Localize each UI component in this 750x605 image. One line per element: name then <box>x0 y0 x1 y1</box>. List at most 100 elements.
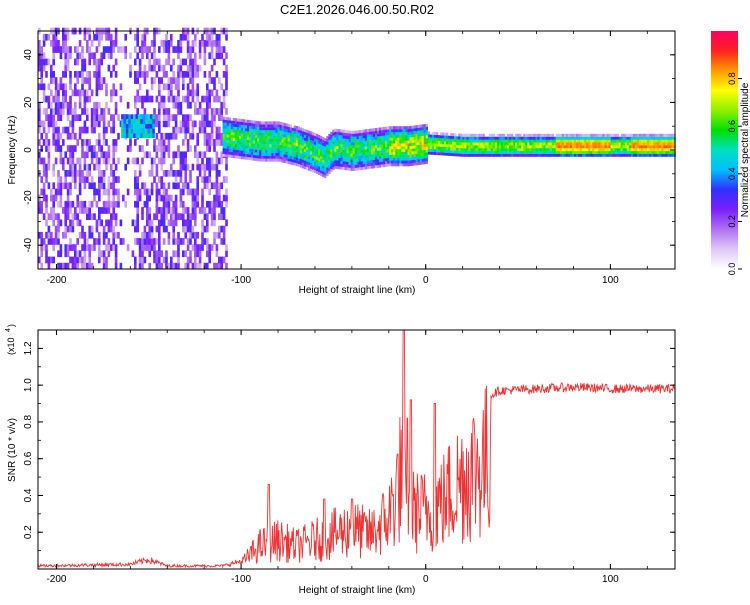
spectrogram-cell <box>57 200 60 208</box>
spectrogram-ridge-cell <box>279 130 282 134</box>
spectrogram-cell <box>147 114 151 120</box>
spectrogram-cell <box>134 58 137 66</box>
spectrogram-ridge-cell <box>561 139 565 143</box>
spectrogram-ridge-cell <box>228 131 231 135</box>
spectrogram-ridge-cell <box>383 158 386 162</box>
spectrogram-cell <box>57 108 60 115</box>
spectrogram-ridge-cell <box>261 132 264 136</box>
colorbar-gradient <box>711 31 738 269</box>
spectrogram-cell <box>222 71 226 78</box>
spectrogram-ridge-cell <box>265 144 268 148</box>
spectrogram-ridge-cell <box>379 147 382 151</box>
spectrogram-ridge-cell <box>336 131 339 135</box>
spectrogram-cell <box>206 139 209 146</box>
spectrogram-cell <box>93 108 96 115</box>
spectrogram-cell <box>143 33 147 41</box>
spectrogram-ridge-cell <box>263 121 266 125</box>
spectrogram-ridge-cell <box>559 139 563 143</box>
spectrogram-ridge-cell <box>419 130 422 134</box>
spectrogram-ridge-cell <box>267 147 270 151</box>
spectrogram-cell <box>158 157 161 165</box>
spectrogram-ridge-cell <box>515 145 518 149</box>
spectrogram-ridge-cell <box>383 126 386 130</box>
spectrogram-cell <box>155 145 159 152</box>
spectrogram-cell <box>172 132 175 140</box>
spectrogram-ridge-cell <box>385 135 388 139</box>
spectrogram-ridge-cell <box>297 132 301 136</box>
spectrogram-ridge-cell <box>494 151 498 154</box>
spectrogram-ridge-cell <box>316 142 319 146</box>
spectrogram-ridge-cell <box>429 151 433 155</box>
spectrogram-ridge-cell <box>429 146 433 149</box>
spectrogram-cell <box>59 176 63 183</box>
spectrogram-ridge-cell <box>364 129 368 133</box>
spectrogram-ridge-cell <box>486 148 489 152</box>
spectrogram-cell <box>170 170 173 177</box>
spectrogram-cell <box>74 83 77 91</box>
spectrogram-cell <box>182 157 185 165</box>
spectrogram-cell <box>184 95 187 103</box>
spectrogram-cell <box>98 176 101 183</box>
spectrogram-ridge-cell <box>395 140 398 144</box>
spectrogram-cell <box>95 83 99 91</box>
spectrogram-ridge-cell <box>279 133 282 137</box>
spectrogram-ridge-cell <box>632 139 636 143</box>
spectrogram-cell <box>174 213 178 220</box>
spectrogram-cell <box>210 132 214 140</box>
spectrogram-ridge-cell <box>301 142 305 146</box>
spectrogram-cell <box>69 163 72 171</box>
spectrogram-cell <box>129 145 132 152</box>
spectrogram-ridge-cell <box>586 145 589 149</box>
spectrogram-cell <box>114 262 118 270</box>
spectrogram-cell <box>102 200 106 208</box>
spectrogram-ridge-cell <box>234 135 238 139</box>
spectrogram-ridge-cell <box>559 145 563 149</box>
spectrogram-ridge-cell <box>236 124 240 128</box>
spectrogram-cell <box>162 194 166 202</box>
spectrogram-ridge-cell <box>224 131 227 135</box>
spectrogram-ridge-cell <box>639 136 642 140</box>
spectrogram-cell <box>179 58 183 66</box>
spectrogram-ridge-cell <box>389 163 392 167</box>
spectrogram-cell <box>114 200 118 208</box>
spectrogram-ridge-cell <box>403 160 406 164</box>
spectrogram-ridge-cell <box>352 156 355 160</box>
spectrogram-ridge-cell <box>281 139 284 143</box>
spectrogram-ridge-cell <box>263 147 266 151</box>
colorbar-ticks: 0.00.20.40.60.8 <box>727 72 742 275</box>
spectrogram-cell <box>215 244 219 251</box>
spectrogram-ridge-cell <box>352 136 355 140</box>
spectrogram-ridge-cell <box>626 151 630 154</box>
spectrogram-cell <box>98 182 101 190</box>
spectrogram-ridge-cell <box>368 157 372 161</box>
spectrogram-ridge-cell <box>291 136 294 140</box>
spectrogram-ridge-cell <box>305 152 309 156</box>
spectrogram-cell <box>186 188 190 196</box>
spectrogram-ridge-cell <box>592 136 595 140</box>
spectrogram-cell <box>218 126 221 134</box>
spectrogram-ridge-cell <box>261 135 264 139</box>
spectrogram-ridge-cell <box>340 140 343 144</box>
spectrogram-cell <box>38 64 41 72</box>
spectrogram-cell <box>59 114 63 121</box>
spectrogram-cell <box>194 64 197 72</box>
spectrogram-cell <box>167 120 171 128</box>
spectrogram-ridge-cells <box>222 116 676 179</box>
spectrogram-ridge-cell <box>651 136 654 140</box>
spectrogram-cell <box>57 89 60 97</box>
spectrogram-cell <box>88 139 91 146</box>
spectrogram-ridge-cell <box>232 118 236 121</box>
spectrogram-ridge-cell <box>328 165 331 169</box>
spectrogram-ridge-cell <box>387 149 390 153</box>
spectrogram-ridge-cell <box>281 150 284 154</box>
spectrogram-cell <box>114 58 118 66</box>
spectrogram-cell <box>40 52 43 60</box>
spectrogram-ridge-cell <box>588 136 591 140</box>
spectrogram-ridge-cell <box>620 151 623 154</box>
spectrogram-ridge-cell <box>381 132 384 136</box>
spectrogram-cell <box>208 200 211 208</box>
spectrogram-cell <box>112 188 115 196</box>
spectrogram-ridge-cell <box>340 129 343 133</box>
spectrogram-ridge-cell <box>651 153 654 157</box>
spectrogram-ridge-cell <box>285 134 288 138</box>
